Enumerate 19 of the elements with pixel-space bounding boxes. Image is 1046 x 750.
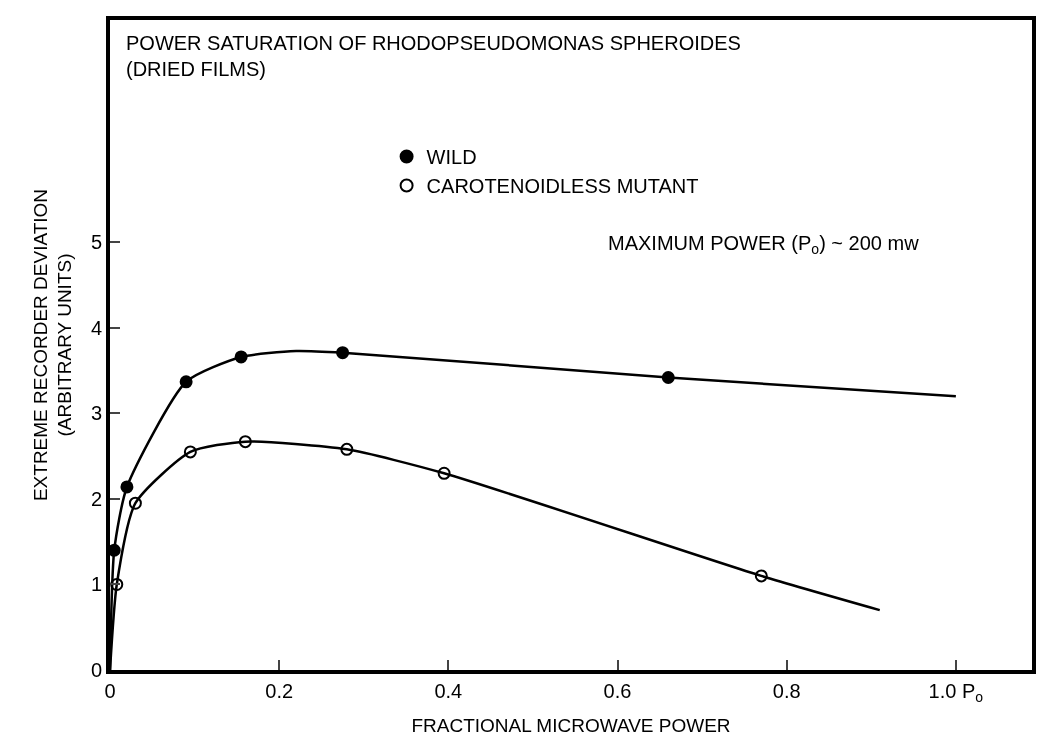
annotation: MAXIMUM POWER (P$_{o}$) ~ 200 mw <box>608 232 920 258</box>
text: POWER SATURATION OF RHODOPSEUDOMONAS SPHEROIDES <box>126 32 741 54</box>
x-tick-label: 0.6 <box>603 680 632 702</box>
x-tick-label: 0 <box>104 680 116 702</box>
y-tick-label: 2 <box>90 487 102 510</box>
legend-label: WILD <box>426 146 477 169</box>
x-tick-label: 0.8 <box>772 680 801 702</box>
y-tick-label: 1 <box>90 573 102 596</box>
y-tick-label: 3 <box>90 402 102 425</box>
y-tick-label: 5 <box>90 231 102 254</box>
y-tick-label: 0 <box>90 659 102 681</box>
x-tick-label: 0.4 <box>434 680 463 702</box>
y-tick-label: 4 <box>90 316 102 339</box>
y-axis-title: EXTREME RECORDER DEVIATION (ARBITRARY UNITS) <box>29 188 76 502</box>
x-tick-label: 1.0 P$_{o}$ <box>928 680 984 706</box>
legend-label: CAROTENOIDLESS MUTANT <box>426 175 699 198</box>
x-axis-title: FRACTIONAL MICROWAVE POWER <box>411 714 731 736</box>
x-tick-label: 0.2 <box>265 680 294 702</box>
text: (DRIED FILMS) <box>126 58 266 80</box>
